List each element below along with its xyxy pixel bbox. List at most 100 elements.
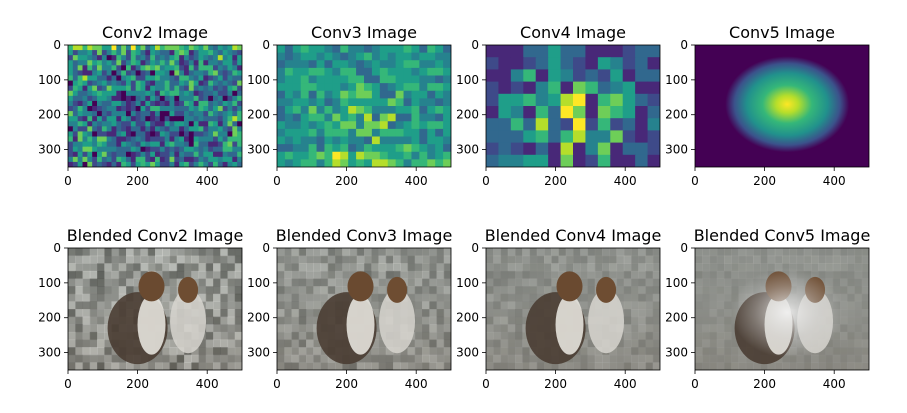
photo-texture xyxy=(75,339,84,348)
photo-texture xyxy=(313,293,322,302)
heatmap-cell xyxy=(523,106,537,119)
heatmap-cell xyxy=(292,121,302,130)
heatmap-cell xyxy=(217,95,224,102)
heatmap-cell xyxy=(222,65,229,72)
heatmap-cell xyxy=(371,60,381,69)
photo-texture xyxy=(104,248,113,257)
heatmap-cell xyxy=(111,100,117,107)
heatmap-cell xyxy=(208,85,214,92)
heatmap-cell xyxy=(121,55,127,61)
photo-texture xyxy=(623,301,632,310)
heatmap-cell xyxy=(179,141,185,148)
photo-texture xyxy=(580,263,589,272)
heatmap-cell xyxy=(292,113,302,122)
heatmap-cell xyxy=(111,161,117,167)
photo-texture xyxy=(753,255,761,264)
heatmap-cell xyxy=(348,60,357,69)
photo-texture xyxy=(832,270,841,280)
photo-texture xyxy=(616,255,625,264)
heatmap-cell xyxy=(610,154,624,167)
heatmap-cell xyxy=(411,98,420,107)
photo-texture xyxy=(702,248,711,257)
photo-texture xyxy=(82,270,91,280)
photo-texture xyxy=(414,278,423,287)
heatmap-cell xyxy=(130,161,137,167)
heatmap-cell xyxy=(179,60,185,66)
photo-texture xyxy=(313,286,322,295)
heatmap-cell xyxy=(121,60,127,66)
heatmap-cell xyxy=(498,142,512,156)
heatmap-cell xyxy=(126,161,132,167)
heatmap-cell xyxy=(387,75,397,84)
photo-texture xyxy=(227,339,236,348)
heatmap-cell xyxy=(116,75,122,82)
heatmap-cell xyxy=(198,55,204,61)
heatmap-cell xyxy=(184,141,190,148)
heatmap-cell xyxy=(82,146,88,153)
heatmap-cell xyxy=(316,83,326,92)
photo-texture xyxy=(205,263,214,272)
photo-texture xyxy=(371,301,380,310)
photo-texture xyxy=(220,293,229,302)
heatmap-cell xyxy=(193,45,200,51)
heatmap-cell xyxy=(486,93,500,107)
heatmap-cell xyxy=(179,55,185,61)
heatmap-cell xyxy=(126,95,132,102)
heatmap-cell xyxy=(184,131,190,138)
photo-texture xyxy=(234,278,242,287)
photo-texture xyxy=(594,362,603,370)
heatmap-cell xyxy=(213,45,219,51)
heatmap-cell xyxy=(217,106,224,112)
heatmap-cell xyxy=(68,126,74,133)
photo-texture xyxy=(227,331,236,341)
heatmap-cell xyxy=(356,75,365,84)
heatmap-cell xyxy=(348,159,357,167)
heatmap-cell xyxy=(213,100,219,107)
photo-texture xyxy=(493,270,502,280)
photo-texture xyxy=(695,263,703,272)
heatmap-cell xyxy=(498,45,512,58)
heatmap-cell xyxy=(232,95,238,102)
heatmap-cell xyxy=(179,90,185,97)
heatmap-cell xyxy=(277,144,286,153)
photo-texture xyxy=(68,324,76,333)
photo-texture xyxy=(422,362,430,370)
photo-texture xyxy=(638,331,647,341)
photo-texture xyxy=(638,324,647,333)
heatmap-cell xyxy=(635,93,649,107)
heatmap-cell xyxy=(188,131,195,138)
photo-texture xyxy=(724,248,732,257)
photo-texture xyxy=(709,331,718,341)
heatmap-cell xyxy=(535,118,549,131)
heatmap-cell xyxy=(435,121,444,130)
heatmap-cell xyxy=(292,128,302,138)
heatmap-cell xyxy=(68,75,74,82)
heatmap-cell xyxy=(324,113,333,122)
heatmap-cell xyxy=(237,75,242,82)
heatmap-cell xyxy=(284,144,294,153)
heatmap-cell xyxy=(68,151,74,158)
heatmap-cell xyxy=(379,75,389,84)
photo-texture xyxy=(291,309,300,318)
heatmap-cell xyxy=(395,121,405,130)
heatmap-cell xyxy=(411,106,420,115)
photo-texture xyxy=(529,270,538,280)
photo-texture xyxy=(169,255,178,264)
heatmap-cell xyxy=(111,146,117,153)
photo-texture xyxy=(854,278,863,287)
photo-texture xyxy=(847,270,856,280)
heatmap-cell xyxy=(72,85,79,92)
heatmap-cell xyxy=(340,144,349,153)
heatmap-cell xyxy=(106,141,113,148)
heatmap-cell xyxy=(411,52,420,61)
heatmap-cell xyxy=(379,121,389,130)
heatmap-cell xyxy=(188,146,195,153)
heatmap-cell xyxy=(635,57,649,70)
photo-texture xyxy=(493,339,502,348)
heatmap-cell xyxy=(193,156,200,163)
photo-texture xyxy=(443,301,451,310)
heatmap-cell xyxy=(227,60,233,66)
heatmap-cell xyxy=(169,131,175,138)
photo-texture xyxy=(486,263,494,272)
heatmap-cell xyxy=(159,95,166,102)
